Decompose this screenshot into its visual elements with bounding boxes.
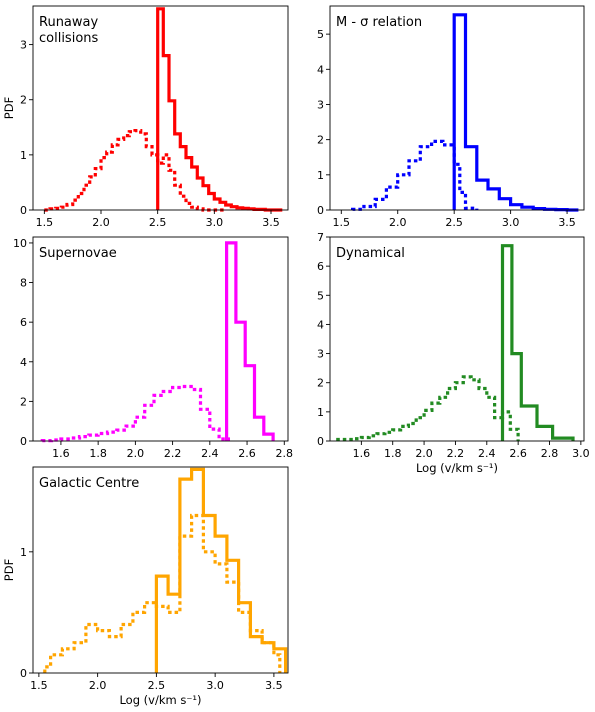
y-axis-label: PDF: [2, 97, 16, 119]
x-tick-label: 3.5: [265, 679, 283, 692]
y-tick-label: 3: [317, 348, 324, 361]
y-tick-label: 0: [20, 435, 27, 448]
solid-histogram: [156, 7, 283, 212]
x-tick-label: 2.6: [509, 447, 527, 460]
y-tick-label: 1: [317, 406, 324, 419]
panel-title: Dynamical: [336, 246, 405, 261]
panel-5: 1.5 2.0 2.5 3.0 3.5 0 1 Galactic Centre PDF Log (…: [2, 466, 289, 707]
x-tick-label: 2.0: [89, 679, 107, 692]
x-tick-label: 1.5: [333, 216, 351, 229]
y-tick-label: 0: [20, 667, 27, 680]
y-tick-label: 0: [20, 204, 27, 217]
y-tick-label: 1: [20, 149, 27, 162]
x-axis-label: Log (v/km s⁻¹): [416, 461, 498, 475]
y-tick-label: 2: [20, 94, 27, 107]
dotted-histogram: [43, 513, 282, 673]
panel-4: 1.6 1.8 2.0 2.2 2.4 2.6 2.8 3.0 0 1 2 3 4 5 6 7 Dynamica…: [317, 231, 590, 475]
panel-title: M - σ relation: [336, 15, 422, 30]
x-tick-label: 3.0: [206, 216, 224, 229]
y-tick-label: 2: [20, 395, 27, 408]
x-tick-label: 2.6: [238, 447, 256, 460]
x-tick-label: 2.2: [164, 447, 182, 460]
y-tick-label: 4: [20, 356, 27, 369]
solid-histogram: [500, 244, 575, 441]
x-tick-label: 1.8: [89, 447, 107, 460]
dotted-histogram: [44, 129, 226, 212]
x-tick-label: 1.5: [36, 216, 54, 229]
x-tick-label: 2.5: [148, 679, 166, 692]
y-tick-label: 0: [317, 435, 324, 448]
x-tick-label: 2.0: [415, 447, 433, 460]
solid-histogram: [225, 241, 275, 441]
y-tick-label: 4: [317, 63, 324, 76]
panel-title: Galactic Centre: [39, 476, 139, 491]
y-tick-label: 8: [20, 277, 27, 290]
solid-histogram: [154, 467, 288, 673]
panel-title: Runaway: [39, 15, 98, 30]
dotted-histogram: [351, 139, 479, 211]
axes-frame: [329, 5, 585, 211]
axes-frame: [32, 236, 289, 442]
y-tick-label: 5: [317, 289, 324, 302]
x-tick-label: 2.0: [127, 447, 145, 460]
x-tick-label: 2.8: [541, 447, 559, 460]
dotted-histogram: [336, 375, 520, 442]
y-tick-label: 2: [317, 134, 324, 147]
y-tick-label: 3: [20, 39, 27, 52]
panel-2: 1.5 2.0 2.5 3.0 3.5 0 1 2 3 4 5 M - σ relation: [317, 5, 585, 229]
y-tick-label: 10: [13, 237, 27, 250]
y-tick-label: 6: [20, 316, 27, 329]
x-tick-label: 2.0: [92, 216, 110, 229]
y-tick-label: 3: [317, 98, 324, 111]
y-tick-label: 1: [317, 169, 324, 182]
x-tick-label: 3.5: [558, 216, 576, 229]
x-tick-label: 1.6: [52, 447, 70, 460]
x-axis-label: Log (v/km s⁻¹): [119, 693, 201, 707]
x-tick-label: 2.5: [149, 216, 167, 229]
y-tick-label: 0: [317, 204, 324, 217]
y-tick-label: 5: [317, 28, 324, 41]
x-tick-label: 2.4: [201, 447, 219, 460]
y-tick-label: 1: [20, 546, 27, 559]
x-tick-label: 2.8: [276, 447, 294, 460]
panel-title: Supernovae: [39, 246, 117, 261]
x-tick-label: 1.6: [353, 447, 371, 460]
x-tick-label: 2.2: [447, 447, 465, 460]
dotted-histogram: [40, 384, 230, 443]
x-tick-label: 2.0: [389, 216, 407, 229]
x-tick-label: 3.0: [206, 679, 224, 692]
solid-histogram: [452, 13, 579, 212]
panel-3: 1.6 1.8 2.0 2.2 2.4 2.6 2.8 0 2 4 6 8 10 Supernovae: [13, 236, 294, 460]
x-tick-label: 2.4: [478, 447, 496, 460]
panel-title: collisions: [39, 31, 99, 46]
y-axis-label: PDF: [2, 559, 16, 581]
axes-frame: [329, 236, 585, 442]
axes-frame: [32, 5, 289, 211]
y-tick-label: 7: [317, 231, 324, 244]
x-tick-label: 3.5: [262, 216, 280, 229]
axes-frame: [32, 466, 289, 674]
x-tick-label: 1.5: [30, 679, 48, 692]
y-tick-label: 2: [317, 377, 324, 390]
x-tick-label: 3.0: [572, 447, 590, 460]
x-tick-label: 1.8: [384, 447, 402, 460]
x-tick-label: 2.5: [445, 216, 463, 229]
y-tick-label: 6: [317, 260, 324, 273]
y-tick-label: 4: [317, 318, 324, 331]
x-tick-label: 3.0: [502, 216, 520, 229]
